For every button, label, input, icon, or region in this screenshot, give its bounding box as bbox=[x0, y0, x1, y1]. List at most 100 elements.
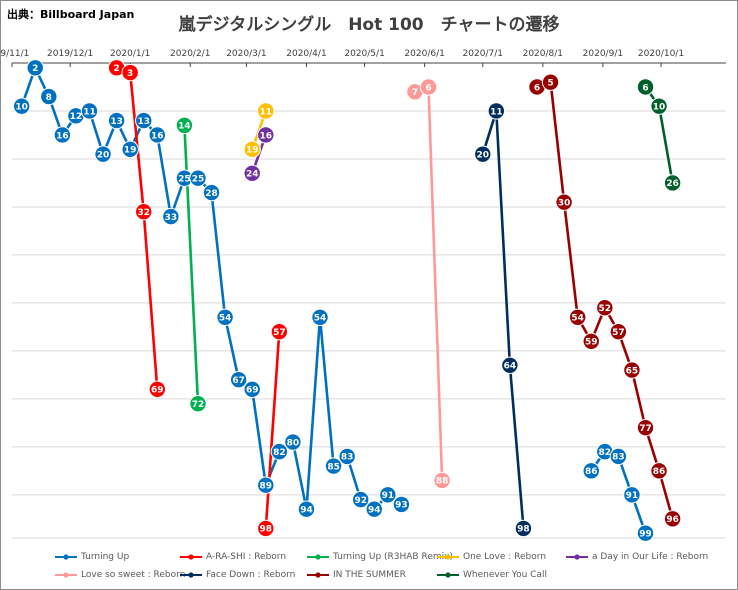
data-point bbox=[284, 433, 302, 451]
data-point bbox=[609, 322, 628, 341]
data-label: 52 bbox=[599, 304, 612, 314]
data-point bbox=[216, 308, 234, 326]
x-tick-label: 2020/8/1 bbox=[523, 49, 563, 59]
data-label: 69 bbox=[151, 386, 164, 396]
data-point bbox=[636, 524, 655, 542]
data-point bbox=[379, 486, 397, 504]
legend-swatch bbox=[307, 572, 329, 578]
data-label: 6 bbox=[534, 83, 540, 93]
data-point bbox=[352, 490, 370, 509]
data-label: 24 bbox=[246, 170, 259, 180]
data-point bbox=[650, 97, 668, 115]
data-label: 92 bbox=[354, 496, 367, 506]
data-label: 94 bbox=[300, 506, 313, 516]
data-point bbox=[663, 510, 682, 528]
data-label: 98 bbox=[260, 525, 273, 535]
legend-swatch bbox=[437, 554, 459, 560]
legend-label: A-RA-SHI : Reborn bbox=[206, 552, 287, 562]
x-tick-label: 2020/4/1 bbox=[286, 49, 326, 59]
x-tick-label: 2020/9/1 bbox=[583, 49, 623, 59]
legend-swatch bbox=[180, 572, 202, 578]
legend-label: IN THE SUMMER bbox=[333, 570, 406, 580]
data-label: 13 bbox=[110, 117, 123, 127]
x-tick-label: 2020/10/1 bbox=[638, 49, 684, 59]
data-point bbox=[202, 183, 221, 202]
data-label: 91 bbox=[382, 491, 395, 501]
data-point bbox=[229, 370, 248, 389]
data-label: 6 bbox=[425, 83, 431, 93]
data-label: 82 bbox=[273, 448, 286, 458]
data-label: 7 bbox=[412, 88, 418, 98]
data-point bbox=[365, 500, 383, 518]
data-point bbox=[663, 174, 682, 192]
legend-item: One Love : Reborn bbox=[437, 549, 546, 565]
data-label: 86 bbox=[585, 467, 598, 477]
data-point bbox=[555, 193, 573, 211]
data-point bbox=[623, 361, 641, 379]
data-label: 3 bbox=[127, 69, 133, 79]
data-point bbox=[189, 169, 207, 187]
data-point bbox=[26, 59, 44, 77]
data-point bbox=[582, 462, 600, 480]
data-point bbox=[121, 140, 139, 159]
data-label: 11 bbox=[490, 107, 503, 117]
legend-label: One Love : Reborn bbox=[463, 552, 547, 562]
data-point bbox=[392, 495, 411, 514]
data-point bbox=[623, 486, 641, 504]
data-point bbox=[297, 500, 316, 518]
data-label: 91 bbox=[626, 491, 639, 501]
data-point bbox=[94, 145, 112, 163]
data-label: 20 bbox=[477, 150, 490, 160]
data-point bbox=[257, 519, 275, 538]
data-point bbox=[650, 462, 668, 480]
data-point bbox=[433, 471, 451, 490]
data-point bbox=[40, 87, 58, 106]
x-tick-label: 2020/7/1 bbox=[463, 49, 503, 59]
data-point bbox=[135, 111, 153, 130]
data-point bbox=[189, 394, 207, 413]
data-point bbox=[568, 308, 587, 326]
source-label: 出典：Billboard Japan bbox=[7, 8, 135, 21]
data-point bbox=[53, 126, 72, 144]
data-point bbox=[243, 164, 261, 183]
data-point bbox=[419, 78, 438, 96]
legend-label: Whenever You Call bbox=[463, 570, 547, 580]
data-point bbox=[12, 97, 31, 115]
legend-item: A-RA-SHI : Reborn bbox=[180, 549, 286, 565]
data-label: 10 bbox=[653, 102, 666, 112]
data-label: 65 bbox=[626, 366, 639, 376]
chart-legend: Turning Up A-RA-SHI : Reborn Turning Up (R… bbox=[0, 549, 738, 589]
data-label: 57 bbox=[612, 328, 625, 338]
data-label: 28 bbox=[205, 189, 218, 199]
legend-item: Face Down : Reborn bbox=[180, 567, 295, 583]
data-label: 12 bbox=[70, 112, 83, 122]
data-point bbox=[501, 356, 519, 374]
data-label: 54 bbox=[314, 314, 327, 324]
data-label: 20 bbox=[97, 150, 110, 160]
data-point bbox=[514, 519, 533, 538]
series-line bbox=[183, 125, 200, 404]
data-label: 16 bbox=[260, 131, 273, 141]
legend-item: Turning Up bbox=[55, 549, 129, 565]
legend-label: a Day in Our Life : Reborn bbox=[592, 552, 709, 562]
data-label: 25 bbox=[178, 174, 191, 184]
data-label: 2 bbox=[32, 64, 38, 74]
data-label: 14 bbox=[178, 122, 191, 132]
data-point bbox=[541, 73, 560, 91]
series-line bbox=[264, 331, 281, 529]
data-label: 59 bbox=[585, 338, 598, 348]
data-label: 67 bbox=[232, 376, 245, 386]
data-point bbox=[135, 203, 153, 221]
legend-swatch bbox=[55, 554, 77, 560]
legend-label: Face Down : Reborn bbox=[206, 570, 296, 580]
data-label: 82 bbox=[599, 448, 612, 458]
data-label: 5 bbox=[547, 78, 553, 88]
data-label: 94 bbox=[368, 506, 381, 516]
data-label: 85 bbox=[327, 462, 340, 472]
data-point bbox=[148, 126, 166, 144]
legend-label: Turning Up bbox=[81, 552, 130, 562]
legend-item: a Day in Our Life : Reborn bbox=[566, 549, 708, 565]
data-point bbox=[257, 102, 275, 120]
data-point bbox=[338, 447, 356, 466]
